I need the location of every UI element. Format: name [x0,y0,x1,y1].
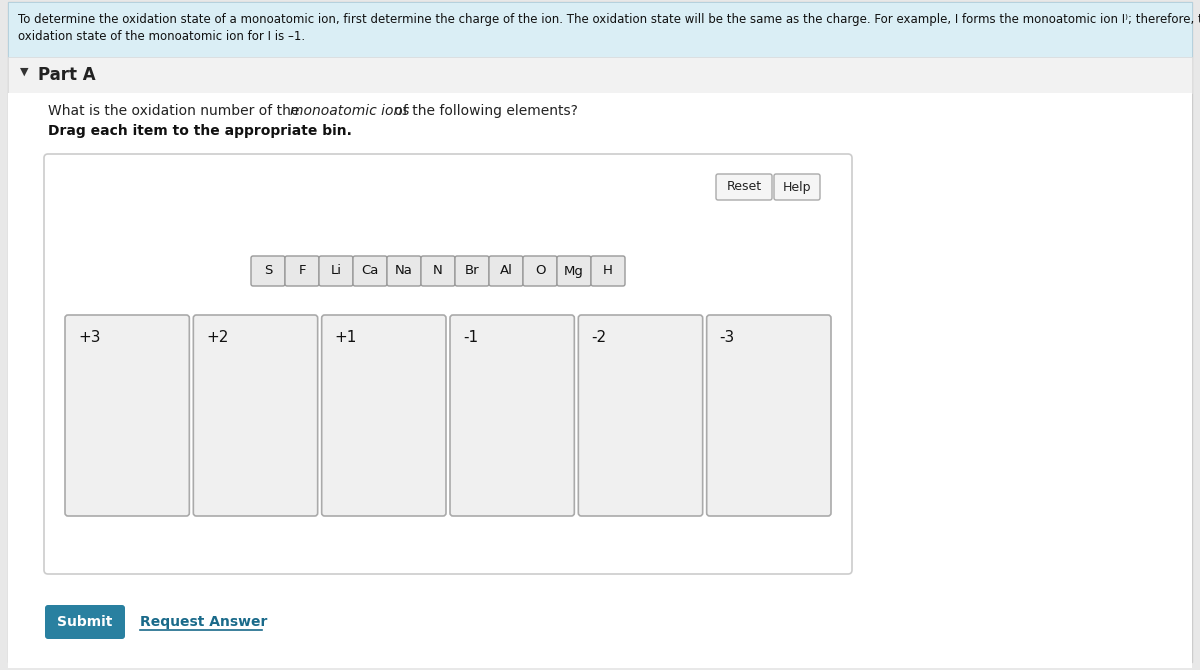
Text: Br: Br [464,265,479,277]
FancyBboxPatch shape [286,256,319,286]
FancyBboxPatch shape [353,256,386,286]
FancyBboxPatch shape [46,605,125,639]
FancyBboxPatch shape [421,256,455,286]
Text: Part A: Part A [38,66,96,84]
Text: Submit: Submit [58,615,113,629]
Text: monoatomic ions: monoatomic ions [290,104,409,118]
FancyBboxPatch shape [707,315,830,516]
Text: F: F [299,265,306,277]
Text: -1: -1 [463,330,478,345]
Text: O: O [535,265,545,277]
FancyBboxPatch shape [193,315,318,516]
Text: H: H [604,265,613,277]
FancyBboxPatch shape [455,256,490,286]
Text: +3: +3 [78,330,101,345]
Text: -2: -2 [592,330,606,345]
FancyBboxPatch shape [44,154,852,574]
Text: Drag each item to the appropriate bin.: Drag each item to the appropriate bin. [48,124,352,138]
FancyBboxPatch shape [322,315,446,516]
Text: -3: -3 [720,330,734,345]
Bar [8,57,1192,93]
Text: +1: +1 [335,330,358,345]
FancyBboxPatch shape [490,256,523,286]
FancyBboxPatch shape [578,315,703,516]
Text: Li: Li [330,265,342,277]
FancyBboxPatch shape [592,256,625,286]
FancyBboxPatch shape [251,256,286,286]
Bar [8,93,1192,668]
Text: To determine the oxidation state of a monoatomic ion, first determine the charge: To determine the oxidation state of a mo… [18,13,1200,26]
Text: Ca: Ca [361,265,379,277]
Bar [8,2,1192,57]
Text: +2: +2 [206,330,229,345]
Text: Request Answer: Request Answer [140,615,268,629]
Text: S: S [264,265,272,277]
Text: N: N [433,265,443,277]
Text: ▼: ▼ [20,67,29,77]
Text: Na: Na [395,265,413,277]
Text: of the following elements?: of the following elements? [390,104,578,118]
FancyBboxPatch shape [523,256,557,286]
FancyBboxPatch shape [557,256,592,286]
Text: oxidation state of the monoatomic ion for I is –1.: oxidation state of the monoatomic ion fo… [18,30,305,43]
FancyBboxPatch shape [386,256,421,286]
Text: Help: Help [782,180,811,194]
FancyBboxPatch shape [774,174,820,200]
Text: Mg: Mg [564,265,584,277]
Text: Al: Al [499,265,512,277]
FancyBboxPatch shape [450,315,575,516]
Text: What is the oxidation number of the: What is the oxidation number of the [48,104,304,118]
FancyBboxPatch shape [65,315,190,516]
FancyBboxPatch shape [319,256,353,286]
FancyBboxPatch shape [716,174,772,200]
Text: Reset: Reset [726,180,762,194]
